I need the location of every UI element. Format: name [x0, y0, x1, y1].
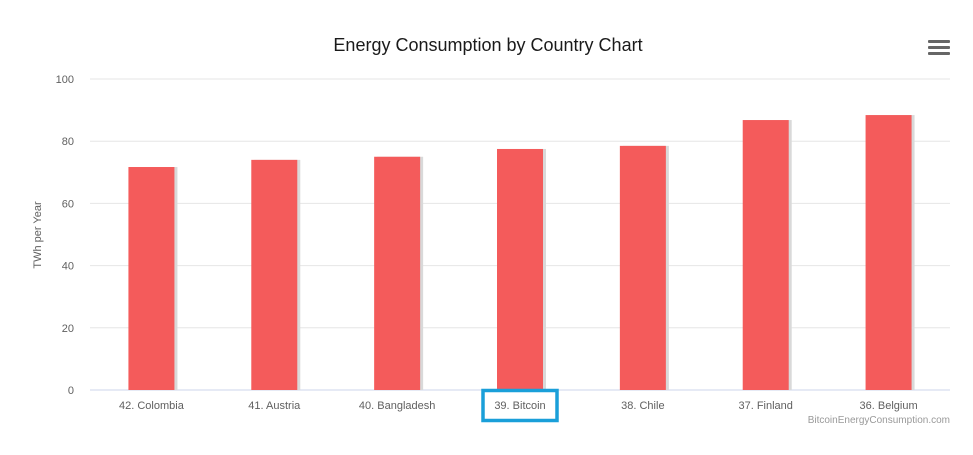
chart-credit[interactable]: BitcoinEnergyConsumption.com: [808, 415, 950, 426]
x-tick-label: 37. Finland: [738, 400, 792, 412]
menu-line: [928, 52, 950, 55]
bar[interactable]: [865, 115, 912, 391]
x-tick-label: 36. Belgium: [860, 400, 918, 412]
chart-title: Energy Consumption by Country Chart: [333, 35, 642, 55]
y-axis-label: TWh per Year: [32, 201, 44, 269]
x-tick-label: 38. Chile: [621, 400, 664, 412]
bars: [128, 115, 915, 391]
bar[interactable]: [619, 145, 666, 390]
x-tick-label: 40. Bangladesh: [359, 400, 435, 412]
x-tick-label: 42. Colombia: [119, 400, 185, 412]
menu-line: [928, 46, 950, 49]
hamburger-menu-icon[interactable]: [928, 40, 950, 58]
y-tick-label: 100: [56, 74, 74, 86]
highlight-box: [481, 388, 559, 423]
y-tick-label: 0: [68, 385, 74, 397]
y-tick-label: 80: [62, 136, 74, 148]
bar[interactable]: [742, 120, 789, 390]
x-axis-ticks: 42. Colombia 41. Austria 40. Bangladesh 39.…: [119, 388, 918, 423]
y-tick-label: 20: [62, 323, 74, 335]
x-tick-label: 39. Bitcoin: [494, 400, 545, 412]
y-tick-label: 60: [62, 198, 74, 210]
bar[interactable]: [128, 167, 175, 390]
bar[interactable]: [497, 148, 543, 390]
x-tick-label: 41. Austria: [248, 400, 301, 412]
bar[interactable]: [374, 156, 421, 390]
menu-line: [928, 40, 950, 43]
bar[interactable]: [251, 159, 298, 390]
y-tick-label: 40: [62, 261, 74, 273]
y-axis-ticks: 0 20 40 60 80 100: [56, 74, 74, 397]
